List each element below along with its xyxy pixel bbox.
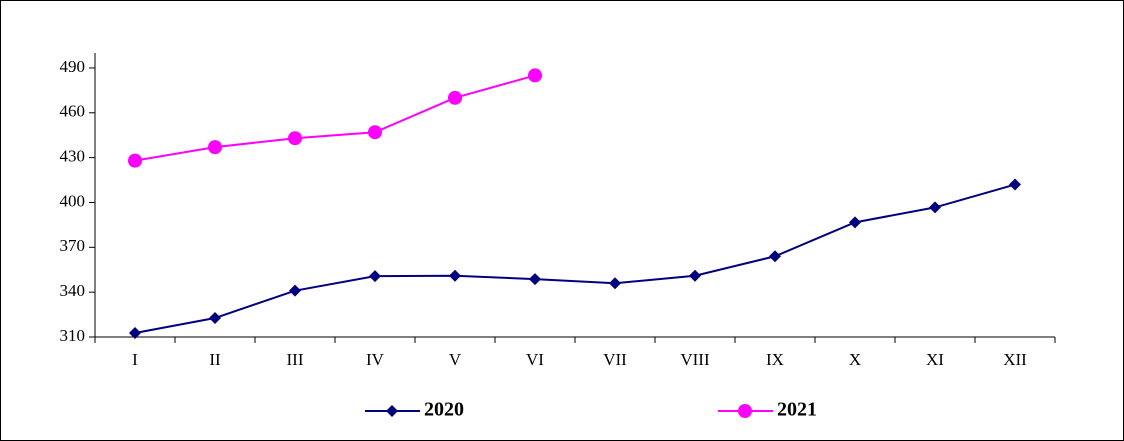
x-tick-label: XII <box>1003 350 1027 369</box>
data-point <box>849 216 861 229</box>
series-line <box>134 74 536 162</box>
data-point <box>1009 178 1021 191</box>
data-point <box>449 269 461 282</box>
x-tick-label: IX <box>766 350 784 369</box>
x-tick-label: IV <box>366 350 385 369</box>
y-tick-label: 460 <box>60 102 86 121</box>
data-point <box>128 153 142 168</box>
data-point <box>528 68 542 83</box>
y-tick-label: 310 <box>60 326 86 345</box>
x-tick-label: VI <box>526 350 544 369</box>
data-point <box>609 277 621 290</box>
x-tick-label: II <box>209 350 221 369</box>
y-tick-label: 370 <box>60 236 86 255</box>
data-point <box>209 312 221 325</box>
data-point <box>529 273 541 286</box>
data-point <box>368 125 382 140</box>
data-point <box>289 284 301 297</box>
data-point <box>769 250 781 263</box>
y-tick-label: 340 <box>60 281 86 300</box>
data-point <box>929 201 941 214</box>
x-tick-label: I <box>132 350 138 369</box>
x-tick-label: VII <box>603 350 627 369</box>
y-tick-label: 430 <box>60 147 86 166</box>
x-tick-label: XI <box>926 350 944 369</box>
x-tick-label: III <box>287 350 304 369</box>
data-point <box>369 270 381 283</box>
y-tick-label: 400 <box>60 191 86 210</box>
legend-marker <box>386 405 398 417</box>
x-tick-label: V <box>449 350 462 369</box>
x-tick-label: VIII <box>680 350 710 369</box>
series-line <box>134 183 1016 334</box>
data-point <box>288 131 302 146</box>
data-point <box>129 326 141 339</box>
y-tick-label: 490 <box>60 57 86 76</box>
legend-label: 2020 <box>424 399 464 421</box>
legend-marker <box>738 404 752 418</box>
data-point <box>448 90 462 105</box>
x-tick-label: X <box>849 350 861 369</box>
legend-label: 2021 <box>777 399 817 421</box>
data-point <box>208 140 222 155</box>
data-point <box>689 269 701 282</box>
